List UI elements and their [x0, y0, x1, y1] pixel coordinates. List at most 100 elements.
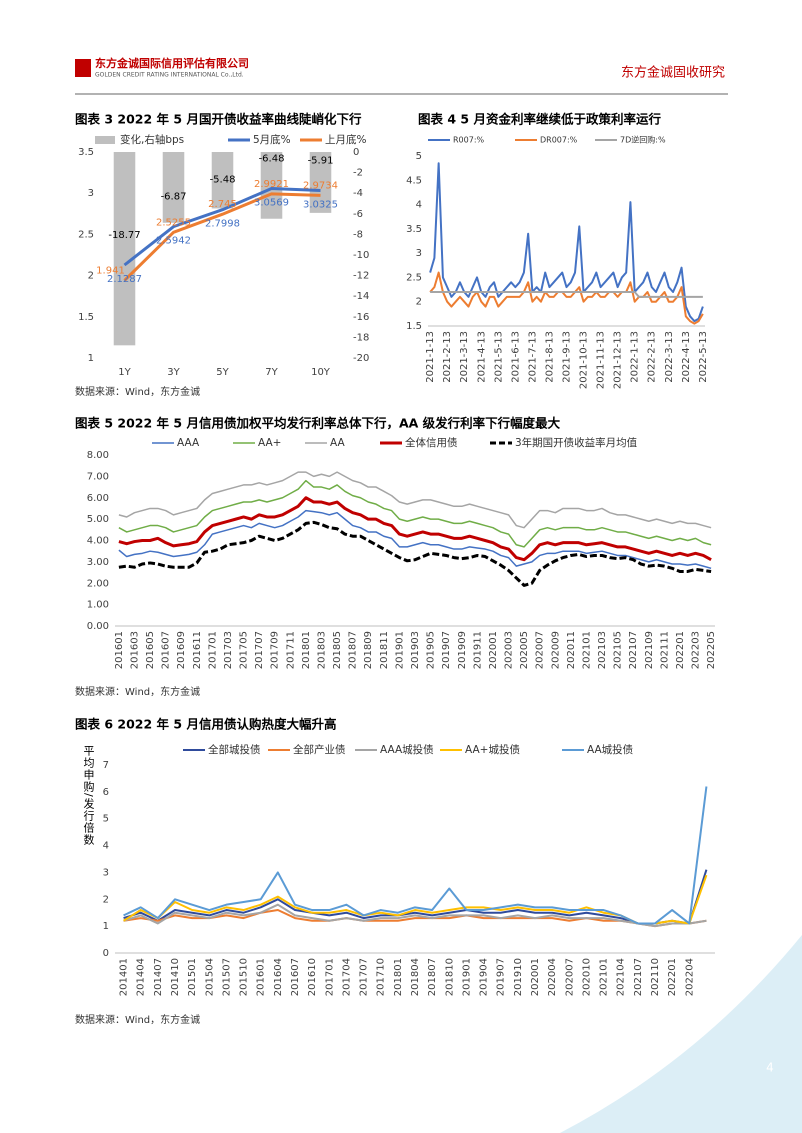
x-tick-label: 202109 [644, 631, 655, 669]
y-tick-label: 2 [416, 297, 422, 308]
bar [260, 152, 283, 219]
x-tick-label: 201710 [376, 958, 387, 996]
x-tick-label: 202111 [659, 631, 670, 669]
x-tick-label: 2022-4-13 [681, 331, 692, 383]
x-tick-label: 202004 [547, 958, 558, 996]
legend-label: AAA城投债 [380, 743, 434, 756]
x-tick-label: 202007 [535, 631, 546, 669]
x-tick-label: 2022-1-13 [630, 331, 641, 383]
x-tick-label: 2021-11-13 [596, 331, 607, 389]
x-tick-label: 2021-1-13 [425, 331, 436, 383]
x-tick-label: 201905 [426, 631, 437, 669]
legend-label: 变化,右轴bps [120, 133, 184, 146]
y-tick-label: 3.5 [406, 224, 422, 235]
page-number: 4 [766, 1061, 774, 1075]
y2-tick-label: -6 [353, 209, 363, 220]
y2-tick-label: 0 [353, 147, 359, 158]
x-tick-label: 201601 [114, 631, 125, 669]
data-label: -5.91 [308, 156, 334, 167]
data-label: 3.0325 [303, 200, 338, 211]
x-tick-label: 202205 [706, 631, 717, 669]
x-tick-label: 202101 [599, 958, 610, 996]
data-label: 2.9921 [254, 179, 289, 190]
x-tick-label: 201911 [472, 631, 483, 669]
company-name-en: GOLDEN CREDIT RATING INTERNATIONAL Co.,L… [95, 72, 244, 79]
y-tick-label: 1.5 [406, 321, 422, 332]
x-tick-label: 201811 [379, 631, 390, 669]
x-tick-label: 201907 [496, 958, 507, 996]
x-tick-label: 201711 [285, 631, 296, 669]
x-tick-label: 201604 [273, 958, 284, 996]
x-tick-label: 201807 [427, 958, 438, 996]
y2-tick-label: -2 [353, 168, 363, 179]
series-line [123, 187, 321, 267]
x-tick-label: 201610 [307, 958, 318, 996]
data-label: 2.7998 [205, 219, 240, 230]
x-tick-label: 201801 [301, 631, 312, 669]
x-tick-label: 201807 [348, 631, 359, 669]
y-tick-label: 3 [103, 867, 109, 878]
y-tick-label: 3 [88, 188, 94, 199]
x-tick-label: 202005 [519, 631, 530, 669]
series-line [430, 291, 703, 298]
y-tick-label: 0.00 [87, 621, 109, 632]
data-label: 1.941 [96, 265, 125, 276]
series-line [123, 903, 707, 928]
y-tick-label: 4.5 [406, 175, 422, 186]
x-tick-label: 201611 [192, 631, 203, 669]
y-tick-label: 3.5 [78, 147, 94, 158]
x-tick-label: 1Y [118, 367, 131, 378]
x-tick-label: 202011 [566, 631, 577, 669]
x-tick-label: 2021-6-13 [510, 331, 521, 383]
x-tick-label: 201810 [444, 958, 455, 996]
x-tick-label: 202203 [691, 631, 702, 669]
x-tick-label: 201510 [239, 958, 250, 996]
y2-tick-label: -4 [353, 188, 363, 199]
x-tick-label: 202003 [504, 631, 515, 669]
y-tick-label: 7.00 [87, 471, 109, 482]
logo-mark [75, 59, 91, 77]
chart-title: 图表 3 2022 年 5 月国开债收益率曲线陡峭化下行 [75, 112, 362, 127]
y-axis-title: 平均申购/发行倍数 [82, 745, 95, 846]
y2-tick-label: -10 [353, 250, 369, 261]
series-line [118, 471, 712, 529]
y2-tick-label: -20 [353, 353, 369, 364]
y-tick-label: 4 [103, 841, 109, 852]
legend-label: AA城投债 [587, 743, 633, 756]
y-tick-label: 0 [103, 948, 109, 959]
x-tick-label: 202105 [613, 631, 624, 669]
x-tick-label: 2021-3-13 [459, 331, 470, 383]
legend-label: 全部城投债 [208, 743, 261, 756]
x-tick-label: 2021-5-13 [493, 331, 504, 383]
legend-label: AAA [177, 437, 200, 449]
x-tick-label: 201404 [136, 958, 147, 996]
corner-decoration [560, 935, 802, 1133]
x-tick-label: 202107 [628, 631, 639, 669]
x-tick-label: 2021-7-13 [527, 331, 538, 383]
x-tick-label: 7Y [265, 367, 278, 378]
legend-label: 上月底% [325, 133, 366, 146]
x-tick-label: 201707 [254, 631, 265, 669]
legend-label: 7D逆回购:% [620, 135, 666, 145]
data-label: -5.48 [210, 175, 236, 186]
x-tick-label: 202110 [650, 958, 661, 996]
legend-label: AA+ [258, 437, 281, 449]
y-tick-label: 1.00 [87, 600, 109, 611]
data-label: 2.9734 [303, 180, 338, 191]
y2-tick-label: -18 [353, 332, 369, 343]
x-tick-label: 2022-3-13 [664, 331, 675, 383]
x-tick-label: 202107 [633, 958, 644, 996]
x-tick-label: 201605 [145, 631, 156, 669]
y2-tick-label: -16 [353, 312, 369, 323]
source-note: 数据来源：Wind，东方金诚 [75, 385, 200, 398]
x-tick-label: 3Y [167, 367, 180, 378]
x-tick-label: 202201 [675, 631, 686, 669]
series-line [118, 496, 712, 562]
y-tick-label: 5 [103, 814, 109, 825]
section-name: 东方金诚固收研究 [621, 65, 725, 81]
data-label: 3.0569 [254, 198, 289, 209]
x-tick-label: 2021-2-13 [442, 331, 453, 383]
x-tick-label: 201701 [324, 958, 335, 996]
y-tick-label: 1 [88, 353, 94, 364]
bar [162, 152, 185, 223]
